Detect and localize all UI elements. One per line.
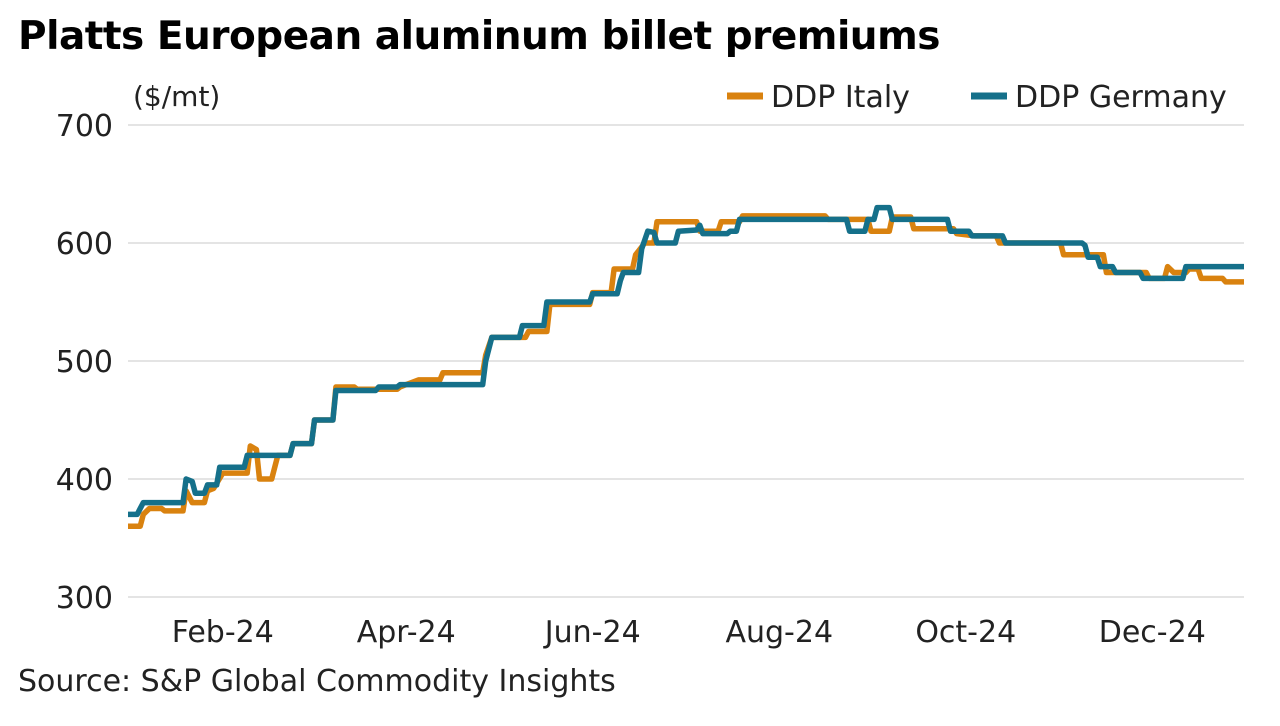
legend-label: DDP Germany	[1015, 80, 1227, 115]
x-tick-label: Jun-24	[543, 615, 641, 650]
legend: DDP Italy DDP Germany	[727, 80, 1227, 115]
y-tick-label: 400	[56, 463, 113, 498]
source-note: Source: S&P Global Commodity Insights	[18, 664, 616, 699]
x-tick-label: Oct-24	[915, 615, 1016, 650]
legend-label: DDP Italy	[771, 80, 910, 115]
y-tick-label: 600	[56, 227, 113, 262]
x-tick-label: Dec-24	[1099, 615, 1206, 650]
y-tick-label: 300	[56, 581, 113, 616]
series-line-ddp-germany	[128, 204, 1244, 518]
y-tick-label: 700	[56, 109, 113, 144]
y-tick-label: 500	[56, 345, 113, 380]
gridlines	[128, 124, 1244, 598]
x-tick-label: Feb-24	[172, 615, 274, 650]
y-axis-unit-label: ($/mt)	[133, 80, 220, 113]
x-tick-label: Aug-24	[725, 615, 833, 650]
x-axis-ticks: Feb-24 Apr-24 Jun-24 Aug-24 Oct-24 Dec-24	[172, 615, 1206, 650]
chart-title: Platts European aluminum billet premiums	[18, 14, 940, 59]
series-lines	[128, 204, 1244, 529]
x-tick-label: Apr-24	[357, 615, 456, 650]
series-line-ddp-italy	[128, 213, 1244, 529]
y-axis-ticks: 300 400 500 600 700	[56, 109, 113, 616]
